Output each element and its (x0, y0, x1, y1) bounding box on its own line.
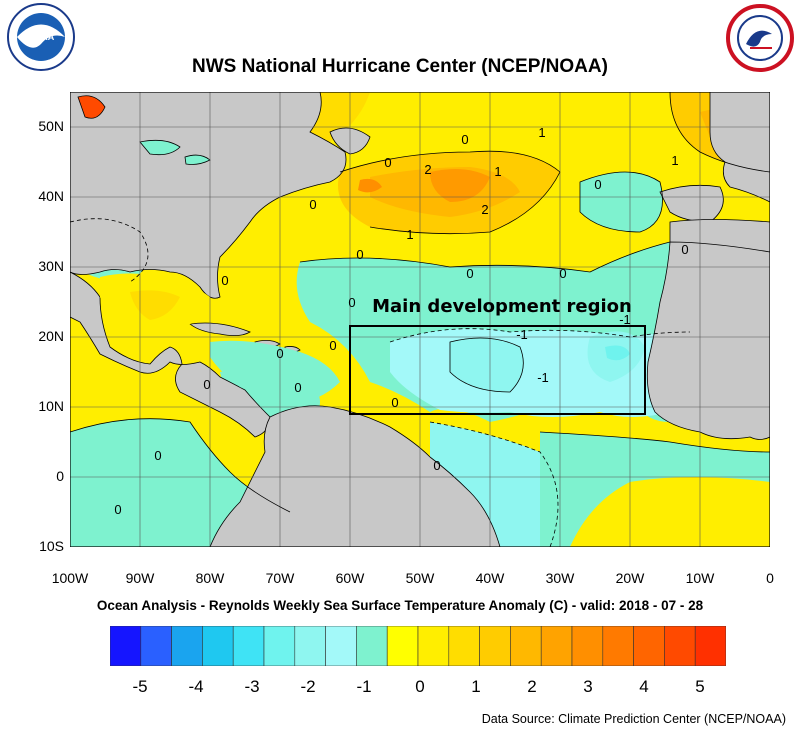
contour-label: 0 (154, 448, 161, 463)
lon-label: 70W (265, 570, 295, 586)
colorbar-swatch (110, 626, 142, 666)
colorbar-label: 0 (415, 677, 425, 696)
colorbar-label: -3 (244, 677, 260, 696)
mdr-annotation: Main development region (372, 296, 632, 317)
contour-label: 0 (203, 377, 210, 392)
colorbar-swatch (356, 626, 388, 666)
lon-label: 10W (685, 570, 715, 586)
colorbar-label: -2 (300, 677, 316, 696)
chart-title: NWS National Hurricane Center (NCEP/NOAA… (192, 56, 608, 77)
colorbar-swatch (294, 626, 326, 666)
contour-label: -1 (537, 370, 549, 385)
contour-label: 0 (384, 155, 391, 170)
lon-label: 80W (195, 570, 225, 586)
colorbar-swatch (448, 626, 480, 666)
colorbar-label: -1 (356, 677, 372, 696)
contour-label: 0 (294, 380, 301, 395)
contour-label: 1 (494, 164, 501, 179)
contour-label: 0 (309, 197, 316, 212)
contour-label-group: 0 0 0 0 0 0 0 0 0 0 0 0 0 0 0 0 0 0 1 1 … (114, 125, 688, 517)
contour-label: 0 (594, 177, 601, 192)
lat-label: 30N (38, 258, 64, 274)
lon-label: 20W (615, 570, 645, 586)
contour-label: 2 (481, 202, 488, 217)
colorbar-swatch (171, 626, 203, 666)
colorbar-swatch (263, 626, 296, 666)
contour-label: 1 (671, 153, 678, 168)
colorbar-swatch (202, 626, 234, 666)
contour-label: 0 (391, 395, 398, 410)
noaa-logo: NOAA (6, 2, 76, 72)
lat-label: 40N (38, 188, 64, 204)
colorbar-label: 2 (527, 677, 537, 696)
contour-label: 0 (114, 502, 121, 517)
lon-label: 30W (545, 570, 575, 586)
lon-label: 60W (335, 570, 365, 586)
contour-lines (70, 92, 770, 547)
noaa-logo-text: NOAA (28, 32, 55, 42)
contour-label: 1 (406, 227, 413, 242)
contour-label: 0 (356, 247, 363, 262)
lon-label: 90W (125, 570, 155, 586)
contour-label: 0 (681, 242, 688, 257)
lat-label: 0 (56, 468, 64, 484)
lat-label: 10N (38, 398, 64, 414)
land-masses (70, 92, 770, 547)
colorbar-swatch (602, 626, 634, 666)
contour-label: 2 (424, 162, 431, 177)
colorbar (110, 626, 726, 666)
colorbar-label: -4 (188, 677, 204, 696)
contour-label: -1 (619, 312, 631, 327)
lon-label: 40W (475, 570, 505, 586)
colorbar-label: 1 (471, 677, 481, 696)
colorbar-swatch (386, 626, 419, 666)
lon-label: 0 (766, 570, 774, 586)
lat-label: 10S (39, 538, 64, 554)
colorbar-swatch (694, 626, 726, 666)
contour-label: 1 (538, 125, 545, 140)
contour-label: 0 (559, 266, 566, 281)
colorbar-swatch (140, 626, 172, 666)
colorbar-label: 3 (583, 677, 593, 696)
colorbar-swatch (540, 626, 573, 666)
colorbar-label: -5 (132, 677, 148, 696)
contour-label: -1 (516, 327, 528, 342)
data-source: Data Source: Climate Prediction Center (… (481, 712, 786, 726)
colorbar-swatch (510, 626, 542, 666)
contour-label: 0 (466, 266, 473, 281)
sst-anomaly-map: 0 0 0 0 0 0 0 0 0 0 0 0 0 0 0 0 0 0 1 1 … (70, 92, 770, 547)
colorbar-swatch (417, 626, 450, 666)
nws-logo (726, 4, 794, 72)
contour-label: 0 (461, 132, 468, 147)
colorbar-swatch (664, 626, 696, 666)
contour-label: 0 (221, 273, 228, 288)
mdr-box (349, 325, 646, 415)
lat-label: 20N (38, 328, 64, 344)
colorbar-swatch (232, 626, 265, 666)
lat-label: 50N (38, 118, 64, 134)
colorbar-swatch (325, 626, 357, 666)
graticule (70, 92, 770, 547)
colorbar-swatch (633, 626, 665, 666)
colorbar-label: 5 (695, 677, 705, 696)
contour-label: 0 (329, 338, 336, 353)
colorbar-swatch (571, 626, 604, 666)
contour-label: 0 (433, 458, 440, 473)
colorbar-label: 4 (639, 677, 649, 696)
map-subtitle: Ocean Analysis - Reynolds Weekly Sea Sur… (96, 598, 704, 613)
contour-label: 0 (276, 346, 283, 361)
contour-label: 0 (348, 295, 355, 310)
lon-label: 50W (405, 570, 435, 586)
lon-label: 100W (51, 570, 89, 586)
colorbar-swatch (479, 626, 511, 666)
